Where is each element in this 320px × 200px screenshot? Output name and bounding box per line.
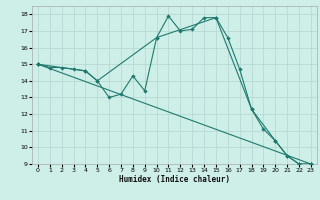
X-axis label: Humidex (Indice chaleur): Humidex (Indice chaleur)	[119, 175, 230, 184]
